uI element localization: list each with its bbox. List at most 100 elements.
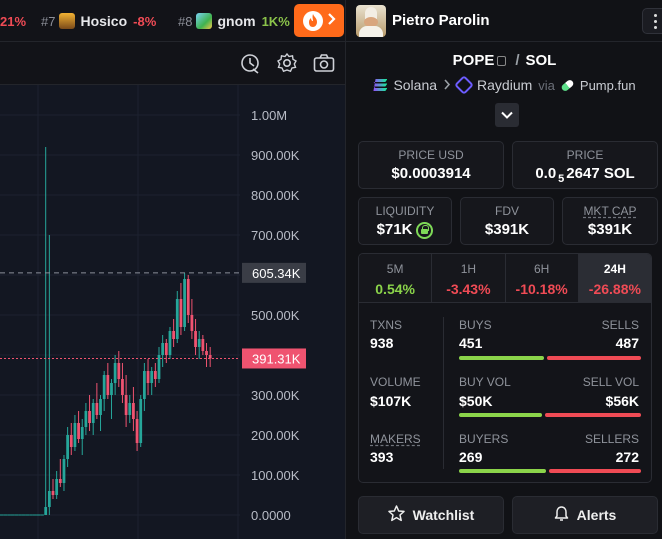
liquidity-label: LIQUIDITY: [375, 204, 435, 218]
candle: [117, 363, 121, 379]
y-tick-label: 800.00K: [251, 188, 300, 203]
sells-value: 487: [615, 335, 639, 351]
gear-icon[interactable]: [275, 51, 299, 75]
bell-icon: [554, 505, 569, 525]
launchpad-link[interactable]: Pump.fun: [579, 77, 636, 93]
transaction-stats: TXNS 938 BUYS 451 SELLS 487 VOLUME $107K…: [358, 303, 652, 483]
txns-label: TXNS: [370, 318, 403, 332]
buyers-label: BUYERS: [459, 432, 509, 446]
candle: [66, 435, 70, 459]
last-price-marker: [242, 348, 306, 369]
price-native-label: PRICE: [566, 148, 604, 162]
candle: [44, 507, 48, 515]
price-chart[interactable]: 1.00M900.00K800.00K700.00K600.00K500.00K…: [0, 85, 345, 539]
price-usd-card: PRICE USD $0.0003914: [358, 141, 504, 189]
chain-link[interactable]: Solana: [393, 77, 438, 93]
ticker-item-gnom[interactable]: #8 gnom 1K%: [178, 0, 290, 41]
candle: [58, 479, 62, 483]
candle: [194, 331, 197, 347]
candle: [73, 423, 77, 447]
candle: [69, 435, 73, 447]
sells-ratio-bar: [547, 356, 641, 360]
candle: [51, 491, 55, 495]
base-symbol: POPE: [452, 52, 495, 69]
replay-icon[interactable]: [238, 51, 262, 75]
candlestick-chart[interactable]: 1.00M900.00K800.00K700.00K600.00K500.00K…: [0, 85, 345, 539]
chain-breadcrumb: Solana Raydium via Pump.fun: [346, 75, 662, 95]
avatar: [356, 5, 386, 37]
buyers-ratio-bar: [459, 469, 546, 473]
candle: [146, 371, 150, 383]
ticker-change: -8%: [133, 13, 157, 29]
solana-icon: [373, 79, 388, 91]
volume-value: $107K: [370, 393, 412, 409]
alerts-button[interactable]: Alerts: [512, 496, 658, 534]
mkt-cap-label: MKT CAP: [583, 204, 637, 218]
dex-link[interactable]: Raydium: [477, 77, 533, 93]
buys-ratio-bar: [459, 356, 544, 360]
expand-details-button[interactable]: [495, 103, 519, 127]
copy-icon[interactable]: [497, 56, 507, 67]
candle: [161, 343, 165, 355]
volume-label: VOLUME: [370, 375, 421, 389]
candle: [139, 399, 143, 443]
watchlist-label: Watchlist: [412, 507, 475, 523]
fdv-card: FDV $391K: [460, 197, 554, 245]
candle: [153, 371, 157, 379]
price-usd-value: $0.0003914: [391, 165, 471, 182]
chevron-down-icon: [501, 106, 513, 124]
candle: [91, 403, 95, 423]
price-native-card: PRICE 0.0 5 2647 SOL: [512, 141, 658, 189]
liquidity-card: LIQUIDITY $71K: [358, 197, 452, 245]
candle: [95, 403, 99, 415]
candle: [121, 379, 124, 395]
tab-5m[interactable]: 5M 0.54%: [359, 254, 433, 302]
candle: [186, 279, 190, 315]
candle: [168, 331, 172, 355]
y-tick-label: 700.00K: [251, 228, 300, 243]
candle: [164, 343, 168, 355]
chevron-right-icon: [327, 12, 336, 30]
mkt-cap-card: MKT CAP $391K: [562, 197, 658, 245]
tab-1h[interactable]: 1H -3.43%: [432, 254, 506, 302]
ticker-name: Hosico: [80, 13, 128, 29]
ticker-item[interactable]: 21%: [0, 0, 27, 41]
token-info-panel: Pietro Parolin POPE / SOL Solana Raydium v…: [345, 0, 662, 539]
tab-6h[interactable]: 6H -10.18%: [505, 254, 579, 302]
candle: [128, 403, 132, 415]
sellers-value: 272: [615, 449, 639, 465]
sell-vol-ratio-bar: [545, 413, 641, 417]
ticker-rank: #7: [41, 13, 56, 29]
star-icon: [387, 505, 405, 525]
trending-fire-button[interactable]: [294, 4, 344, 37]
more-options-button[interactable]: [642, 8, 662, 34]
sellers-ratio-bar: [549, 469, 641, 473]
buys-value: 451: [459, 335, 483, 351]
candle: [106, 375, 110, 395]
camera-icon[interactable]: [312, 51, 336, 75]
pair-separator: /: [515, 52, 520, 69]
price-usd-label: PRICE USD: [398, 148, 464, 162]
pair-title: POPE / SOL: [346, 52, 662, 69]
candle: [190, 315, 194, 331]
lock-icon[interactable]: [416, 221, 434, 239]
candle: [175, 299, 179, 339]
ticker-item-hosico[interactable]: #7 Hosico -8%: [41, 0, 157, 41]
candle: [172, 331, 176, 339]
ticker-change: 21%: [0, 13, 27, 29]
candle: [157, 355, 161, 379]
hosico-token-icon: [59, 13, 76, 29]
chart-toolbar: [0, 42, 345, 85]
gnom-token-icon: [196, 13, 213, 29]
tab-24h[interactable]: 24H -26.88%: [578, 254, 651, 302]
buy-vol-value: $50K: [459, 393, 493, 409]
y-tick-label: 900.00K: [251, 148, 300, 163]
period-tabs: 5M 0.54% 1H -3.43% 6H -10.18% 24H -26.88…: [358, 253, 652, 303]
makers-label: MAKERS: [370, 432, 421, 446]
token-name: Pietro Parolin: [392, 12, 490, 29]
candle: [113, 363, 117, 383]
buy-vol-label: BUY VOL: [459, 375, 511, 389]
candle: [88, 411, 91, 423]
watchlist-button[interactable]: Watchlist: [358, 496, 504, 534]
sells-label: SELLS: [601, 318, 639, 332]
